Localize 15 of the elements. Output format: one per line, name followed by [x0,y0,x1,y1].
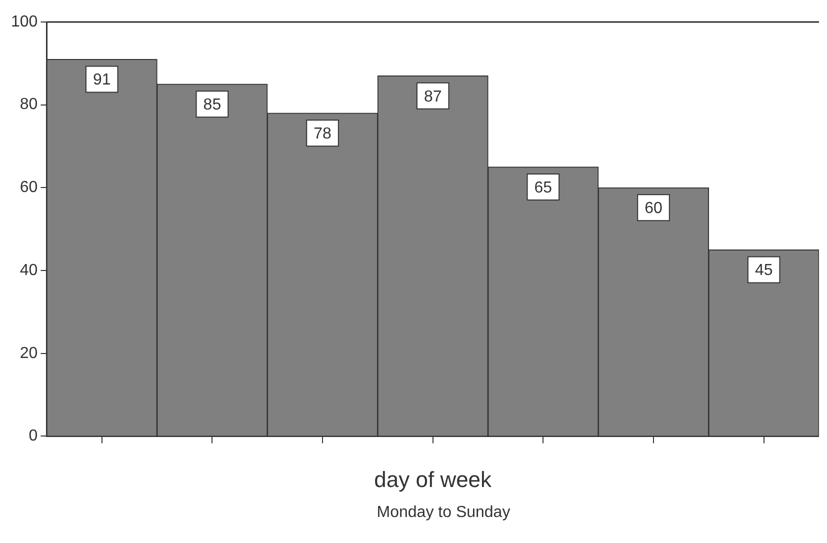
data-label: 85 [203,96,222,114]
y-tick-label: 80 [20,96,38,114]
data-label: 45 [754,262,773,280]
data-label: 60 [644,200,663,218]
y-tick-label: 100 [10,13,38,30]
y-tick-label: 0 [28,428,38,445]
x-axis-title: day of week [374,466,493,492]
data-label: 65 [534,179,552,196]
y-tick-label: 60 [20,179,38,196]
y-tick-label: 40 [20,262,38,279]
text: Monday to Sunday [376,504,512,522]
data-label: 91 [92,72,111,89]
data-label: 87 [424,88,442,106]
data-label: 78 [314,126,332,143]
y-tick-label: 20 [20,344,38,362]
